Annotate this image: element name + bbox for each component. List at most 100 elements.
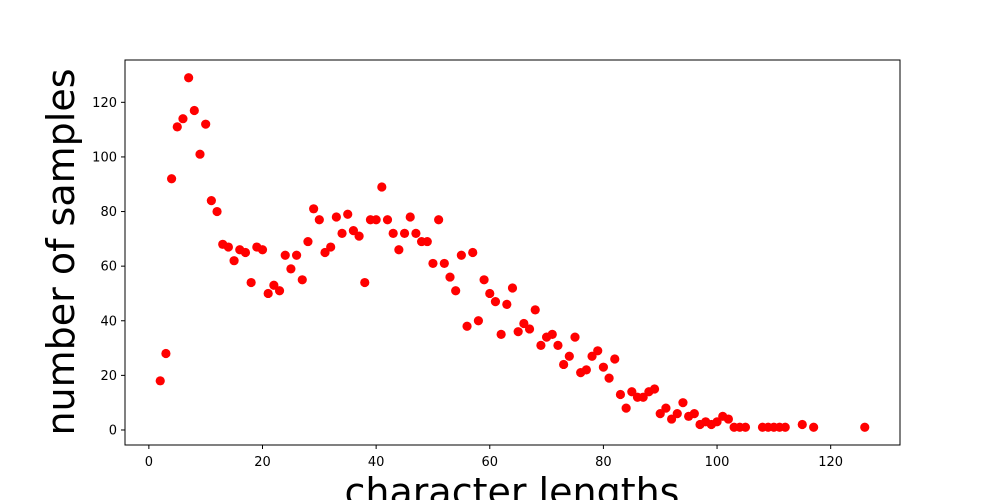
data-point xyxy=(280,250,290,260)
data-point xyxy=(434,215,444,225)
y-tick-label: 0 xyxy=(109,423,117,438)
data-point xyxy=(263,288,273,299)
data-point xyxy=(598,362,609,372)
data-point xyxy=(485,288,495,299)
data-point xyxy=(712,417,722,427)
data-points xyxy=(155,73,870,432)
data-point xyxy=(490,297,501,307)
data-point xyxy=(559,359,569,370)
x-tick-label: 40 xyxy=(368,455,385,470)
data-point xyxy=(456,250,466,260)
x-axis-label: character lengths xyxy=(345,470,680,500)
data-point xyxy=(223,242,234,252)
data-point xyxy=(354,231,364,241)
data-point xyxy=(309,204,319,214)
data-point xyxy=(666,414,677,424)
data-point xyxy=(331,212,341,222)
y-tick-label: 80 xyxy=(100,205,117,220)
y-tick-label: 100 xyxy=(92,150,117,165)
data-point xyxy=(201,119,211,129)
data-point xyxy=(257,245,268,255)
data-point xyxy=(189,105,199,116)
data-point xyxy=(547,329,557,340)
data-point xyxy=(394,245,404,255)
data-point xyxy=(507,283,518,293)
x-tick-label: 100 xyxy=(705,455,730,470)
data-point xyxy=(161,348,171,359)
data-point xyxy=(615,389,626,400)
data-point xyxy=(610,354,620,364)
data-point xyxy=(524,324,535,334)
data-point xyxy=(661,403,671,413)
data-point xyxy=(564,351,574,361)
x-tick-label: 60 xyxy=(481,455,498,470)
data-point xyxy=(797,419,807,430)
data-point xyxy=(212,206,222,217)
data-point xyxy=(780,422,790,432)
data-point xyxy=(428,258,438,269)
data-point xyxy=(240,247,251,258)
x-tick-label: 20 xyxy=(254,455,271,470)
data-point xyxy=(297,275,307,285)
y-axis-label: number of samples xyxy=(39,68,83,435)
data-point xyxy=(303,236,313,247)
data-point xyxy=(451,286,461,296)
data-point xyxy=(723,414,734,424)
data-point xyxy=(638,392,648,402)
data-point xyxy=(570,332,580,342)
data-point xyxy=(439,258,449,269)
y-tick-label: 20 xyxy=(100,369,117,384)
x-tick-label: 0 xyxy=(145,455,153,470)
data-point xyxy=(621,403,631,413)
plot-area xyxy=(124,59,901,446)
data-point xyxy=(195,149,205,159)
x-tick-label: 80 xyxy=(595,455,612,470)
data-point xyxy=(411,228,421,238)
x-tick-label: 120 xyxy=(818,455,843,470)
data-point xyxy=(627,387,637,397)
data-point xyxy=(274,286,285,296)
data-point xyxy=(337,228,347,238)
data-point xyxy=(468,247,478,258)
data-point xyxy=(587,351,597,361)
data-point xyxy=(604,373,614,383)
y-tick-label: 60 xyxy=(100,260,117,275)
data-point xyxy=(360,277,370,288)
data-point xyxy=(809,422,819,432)
data-point xyxy=(536,340,546,350)
data-point xyxy=(405,212,415,222)
data-point xyxy=(388,228,398,238)
data-point xyxy=(553,340,563,350)
data-point xyxy=(479,275,489,285)
data-point xyxy=(462,321,472,331)
data-point xyxy=(291,250,302,260)
data-point xyxy=(530,305,540,315)
data-point xyxy=(206,196,216,206)
data-point xyxy=(860,422,870,432)
data-point xyxy=(672,409,682,419)
data-point xyxy=(377,182,387,192)
data-point xyxy=(496,329,506,340)
data-point xyxy=(689,409,699,419)
data-point xyxy=(445,272,455,282)
data-point xyxy=(172,122,182,132)
data-point xyxy=(326,242,336,252)
data-point xyxy=(178,114,188,124)
data-point xyxy=(382,215,393,225)
data-point xyxy=(348,226,359,236)
data-point xyxy=(422,236,432,247)
data-point xyxy=(581,365,591,375)
data-point xyxy=(343,209,353,219)
x-axis-ticks: 0 20 40 60 80 100 120 xyxy=(145,445,843,470)
y-axis-ticks: 0 20 40 60 80 100 120 xyxy=(92,96,125,438)
data-point xyxy=(649,384,660,394)
data-point xyxy=(513,327,523,337)
data-point xyxy=(678,398,688,408)
data-point xyxy=(269,280,279,290)
y-tick-label: 40 xyxy=(100,314,117,329)
data-point xyxy=(593,346,603,356)
data-point xyxy=(229,256,239,266)
data-point xyxy=(655,409,665,419)
data-point xyxy=(519,318,529,329)
